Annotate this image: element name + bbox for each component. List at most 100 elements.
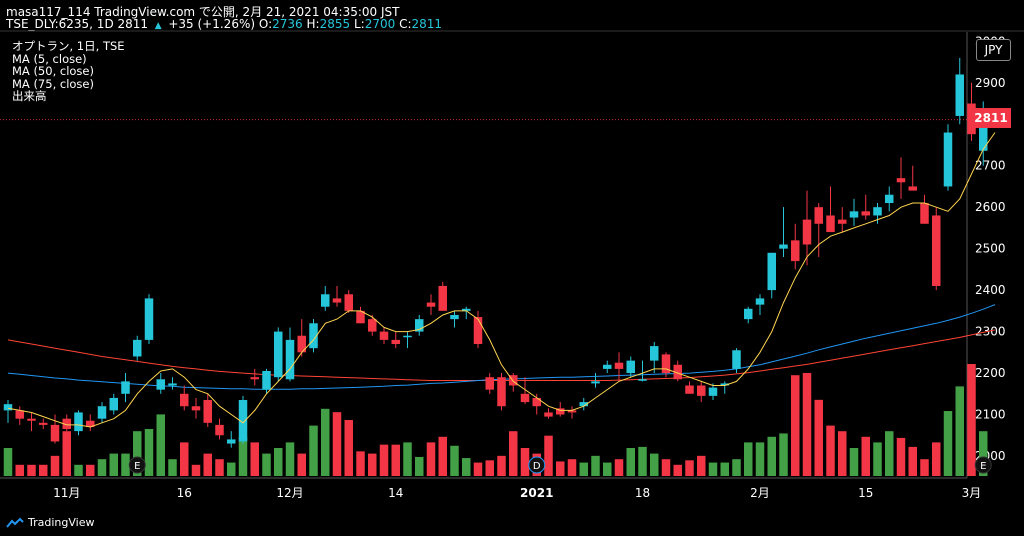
volume-bar <box>168 459 177 476</box>
candle-body <box>908 186 917 191</box>
candle-body <box>391 339 400 345</box>
candle-body <box>814 207 823 224</box>
x-tick-label: 11月 <box>53 486 80 500</box>
price-change: +35 (+1.26%) <box>168 17 256 31</box>
candle-body <box>673 364 682 380</box>
volume-bar <box>908 446 917 476</box>
volume-bar <box>814 399 823 476</box>
volume-bar <box>250 442 259 476</box>
y-tick-label: 2200 <box>975 366 1006 380</box>
volume-bar <box>3 448 13 476</box>
volume-bar <box>943 411 953 476</box>
candle-body <box>779 244 788 249</box>
x-tick-label: 18 <box>635 486 650 500</box>
candle-body <box>685 385 694 394</box>
legend-ma75: MA (75, close) <box>12 76 94 91</box>
candle-body <box>732 350 741 369</box>
legend-ma50: MA (50, close) <box>12 64 94 78</box>
volume-bar <box>767 436 776 476</box>
candle-body <box>497 377 506 407</box>
candle-body <box>285 339 295 380</box>
volume-bar <box>650 453 659 476</box>
candle-body <box>191 406 201 411</box>
volume-bar <box>685 460 694 476</box>
ma5-line <box>7 132 996 428</box>
candle-body <box>415 319 424 332</box>
event-marker-circle <box>974 456 992 474</box>
candle-body <box>473 317 483 345</box>
volume-bar <box>720 462 729 476</box>
event-marker-label: E <box>134 461 140 472</box>
event-marker-d: D <box>528 456 546 474</box>
candle-body <box>591 381 600 384</box>
volume-bar <box>708 462 718 476</box>
candle-body <box>97 406 107 419</box>
volume-bar <box>932 442 941 476</box>
volume-bar <box>121 453 130 476</box>
high-label: H: <box>306 17 320 31</box>
volume-bar <box>614 459 624 476</box>
volume-bar <box>744 442 753 476</box>
volume-bar <box>156 414 165 476</box>
candle-body <box>791 240 800 262</box>
candle-body <box>203 400 212 423</box>
volume-bar <box>967 364 976 476</box>
volume-bar <box>579 462 588 476</box>
volume-bar <box>50 455 60 476</box>
candle-body <box>520 393 530 403</box>
volume-bar <box>920 459 929 476</box>
candle-body <box>144 298 154 340</box>
candle-body <box>755 298 765 305</box>
x-tick-label: 2月 <box>750 486 770 500</box>
volume-bar <box>755 442 765 476</box>
volume-bar <box>732 459 741 476</box>
legend-ma5: MA (5, close) <box>12 51 87 66</box>
candle-body <box>86 420 95 427</box>
candle-body <box>238 400 248 442</box>
low-label: L: <box>353 17 365 31</box>
open-value: 2736 <box>272 17 303 31</box>
currency-label[interactable]: JPY <box>976 39 1011 61</box>
volume-bar <box>673 464 682 476</box>
x-tick-label: 15 <box>858 486 873 500</box>
volume-bar <box>426 442 436 476</box>
candle-body <box>274 331 283 378</box>
candle-body <box>838 219 847 224</box>
volume-bar <box>238 436 248 476</box>
volume-bar <box>779 433 788 476</box>
volume-bar <box>274 448 283 476</box>
close-value: 2811 <box>411 17 443 31</box>
candle-body <box>321 294 330 307</box>
candle-body <box>720 383 729 386</box>
volume-bar <box>356 451 365 476</box>
high-value: 2855 <box>319 17 351 31</box>
candle-body <box>74 412 83 432</box>
volume-bar <box>544 435 553 476</box>
candle-body <box>403 335 412 338</box>
candle-body <box>121 381 130 394</box>
volume-bar <box>379 444 389 476</box>
volume-bar <box>626 448 635 476</box>
volume-bar <box>556 461 565 476</box>
candle-body <box>955 74 964 116</box>
volume-bar <box>321 408 330 476</box>
symbol-info: TSE_DLY:6235, 1D 2811 <box>6 17 149 31</box>
volume-bar <box>697 455 706 476</box>
volume-bar <box>97 459 107 476</box>
volume-bar <box>262 453 271 476</box>
tradingview-logo-icon <box>6 517 24 528</box>
candle-body <box>133 339 142 357</box>
y-tick-label: 2600 <box>975 200 1006 214</box>
candle-body <box>614 362 624 369</box>
candle-body <box>567 410 577 413</box>
candle-body <box>450 315 459 320</box>
volume-bar <box>297 453 306 476</box>
candle-body <box>802 219 812 245</box>
volume-bar <box>861 436 870 476</box>
candle-body <box>979 119 988 151</box>
candle-body <box>873 207 882 216</box>
candle-body <box>109 397 118 411</box>
up-arrow-icon: ▲ <box>151 21 165 31</box>
